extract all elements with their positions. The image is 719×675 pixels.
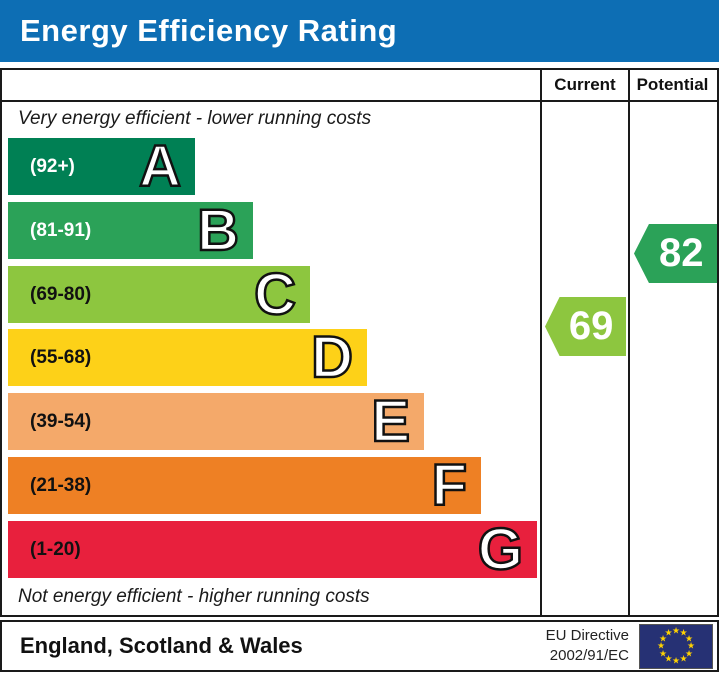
top-note: Very energy efficient - lower running co… (18, 108, 372, 129)
current-rating-arrow: 69 (545, 297, 626, 356)
page-title: Energy Efficiency Rating (20, 13, 398, 48)
eu-directive-label: EU Directive 2002/91/EC (546, 626, 629, 667)
eu-directive-line2: 2002/91/EC (549, 647, 629, 664)
eu-flag-star: ★ (679, 653, 688, 664)
eu-flag-star: ★ (686, 640, 696, 651)
current-rating-value: 69 (568, 304, 614, 348)
eu-flag-star: ★ (671, 655, 681, 666)
eu-flag-star: ★ (664, 627, 673, 638)
potential-column-divider (628, 70, 630, 615)
region-label: England, Scotland & Wales (20, 633, 303, 658)
eu-flag-star: ★ (679, 627, 688, 638)
eu-flag-star: ★ (684, 633, 694, 643)
band-row-B: (81-91) B (8, 198, 253, 263)
bottom-note: Not energy efficient - higher running co… (18, 586, 370, 607)
current-column-divider (540, 70, 542, 615)
band-row-G: (1-20) G (8, 517, 537, 582)
band-letter: F (430, 453, 468, 518)
rating-table: Current Potential Very energy efficient … (0, 68, 719, 617)
potential-rating-value: 82 (659, 231, 704, 275)
bands-area: (92+) A (81-91) B (69-80) C (55-68) D (39-54) E (2… (8, 134, 540, 582)
eu-flag-star: ★ (658, 633, 668, 643)
header-divider (2, 100, 717, 102)
band-range-label: (1-20) (30, 538, 81, 560)
footer-bar: England, Scotland & Wales EU Directive 2… (0, 620, 719, 672)
column-header-current: Current (554, 75, 616, 94)
title-bar: Energy Efficiency Rating (0, 0, 719, 62)
band-letter: A (138, 134, 182, 199)
band-letter: D (310, 325, 354, 390)
eu-flag-icon: ★ ★ ★ ★ ★ ★ ★ ★ ★ ★ ★ ★ (639, 623, 713, 669)
eu-flag-star: ★ (671, 625, 681, 636)
eu-flag-star: ★ (684, 648, 694, 658)
band-range-label: (39-54) (30, 410, 92, 432)
band-range-label: (92+) (30, 155, 75, 177)
band-letter: G (477, 517, 525, 582)
eu-flag-star: ★ (656, 640, 666, 651)
potential-rating-arrow: 82 (634, 224, 717, 283)
band-range-label: (69-80) (30, 283, 92, 305)
band-letter: B (196, 198, 240, 263)
column-header-potential: Potential (636, 75, 709, 94)
band-row-C: (69-80) C (8, 262, 310, 327)
band-row-A: (92+) A (8, 134, 195, 199)
band-letter: E (370, 389, 411, 454)
band-letter: C (253, 262, 297, 327)
band-row-D: (55-68) D (8, 325, 367, 390)
band-row-E: (39-54) E (8, 389, 424, 454)
eu-flag-star: ★ (658, 648, 668, 658)
eu-directive-line1: EU Directive (545, 626, 629, 644)
band-range-label: (21-38) (30, 474, 92, 496)
band-row-F: (21-38) F (8, 453, 481, 518)
eu-flag-star: ★ (664, 653, 673, 664)
band-range-label: (55-68) (30, 346, 92, 368)
band-range-label: (81-91) (30, 219, 92, 241)
